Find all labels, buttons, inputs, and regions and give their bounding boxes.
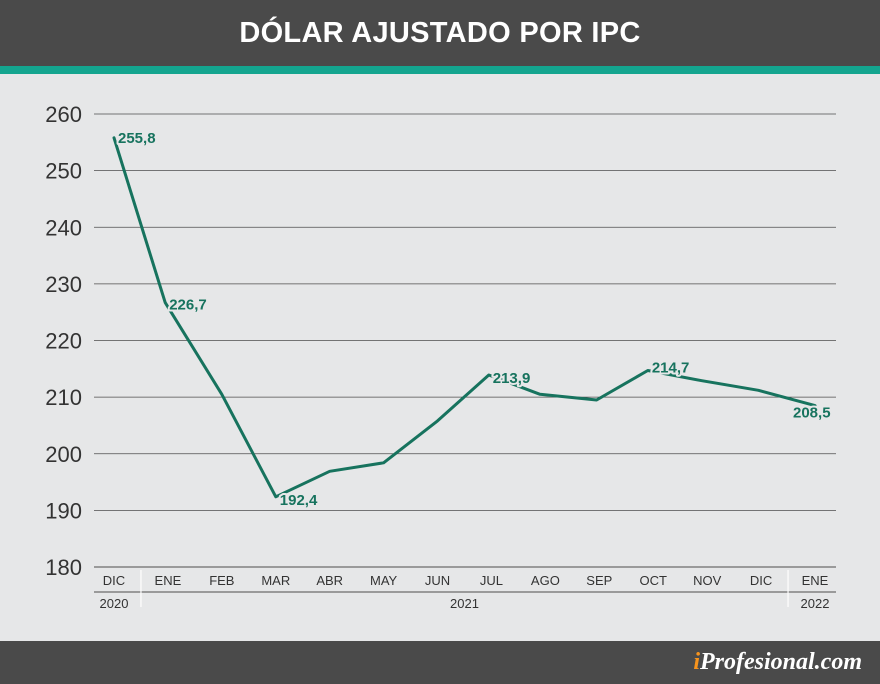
y-tick-label: 190 <box>45 498 82 523</box>
title-bar: DÓLAR AJUSTADO POR IPC <box>0 0 880 66</box>
data-label-halo: 192,4 <box>280 492 318 509</box>
year-label: 2021 <box>450 596 479 611</box>
year-label: 2020 <box>100 596 129 611</box>
y-tick-label: 260 <box>45 102 82 127</box>
x-tick-label: DIC <box>750 573 772 588</box>
brand-logo[interactable]: iProfesional.com <box>693 649 862 676</box>
data-label-halo: 226,7 <box>169 297 207 314</box>
x-axis-ticks: DIC ENE FEB MAR ABR MAY JUN JUL AGO SEP OCT NOV DIC E… <box>94 566 836 593</box>
footer-bar: iProfesional.com <box>0 641 880 684</box>
x-tick-label: JUL <box>480 573 503 588</box>
series-group <box>112 136 817 499</box>
data-label-halo: 208,5 <box>793 405 831 422</box>
y-tick-label: 180 <box>45 555 82 580</box>
data-label: 214,7 <box>652 360 690 377</box>
x-tick-label: ENE <box>155 573 182 588</box>
x-tick-label: JUN <box>425 573 450 588</box>
line-chart: 180 190 200 210 220 230 240 250 260 DIC ENE FEB MAR… <box>45 102 836 611</box>
x-tick-label: ENE <box>802 573 829 588</box>
data-label: 208,5 <box>793 405 831 422</box>
year-label: 2022 <box>801 596 830 611</box>
x-tick-label: OCT <box>640 573 668 588</box>
x-tick-label: MAY <box>370 573 398 588</box>
data-label: 213,9 <box>493 370 531 387</box>
y-tick-label: 240 <box>45 215 82 240</box>
data-label: 255,8 <box>118 130 156 147</box>
logo-text: Profesional.com <box>700 649 862 675</box>
x-tick-label: MAR <box>261 573 290 588</box>
logo-i: i <box>693 649 700 675</box>
y-axis-ticks: 180 190 200 210 220 230 240 250 260 <box>45 102 82 580</box>
x-tick-label: SEP <box>586 573 612 588</box>
accent-stripe <box>0 66 880 74</box>
data-label-halo: 255,8 <box>118 130 156 147</box>
series-line <box>112 136 817 499</box>
y-tick-label: 200 <box>45 442 82 467</box>
data-labels: 255,8255,8226,7226,7192,4192,4213,9213,9… <box>116 128 833 511</box>
x-tick-label: DIC <box>103 573 125 588</box>
x-tick-label: AGO <box>531 573 560 588</box>
data-label-halo: 213,9 <box>493 370 531 387</box>
data-label: 192,4 <box>280 492 318 509</box>
chart-title: DÓLAR AJUSTADO POR IPC <box>239 16 641 49</box>
y-tick-label: 220 <box>45 329 82 354</box>
data-label-halo: 214,7 <box>652 360 690 377</box>
y-tick-label: 210 <box>45 385 82 410</box>
y-tick-label: 230 <box>45 272 82 297</box>
year-groups: 2020 2021 2022 <box>100 570 830 611</box>
x-tick-label: NOV <box>693 573 722 588</box>
x-tick-label: ABR <box>316 573 343 588</box>
data-label: 226,7 <box>169 297 207 314</box>
x-tick-label: FEB <box>209 573 234 588</box>
y-tick-label: 250 <box>45 159 82 184</box>
